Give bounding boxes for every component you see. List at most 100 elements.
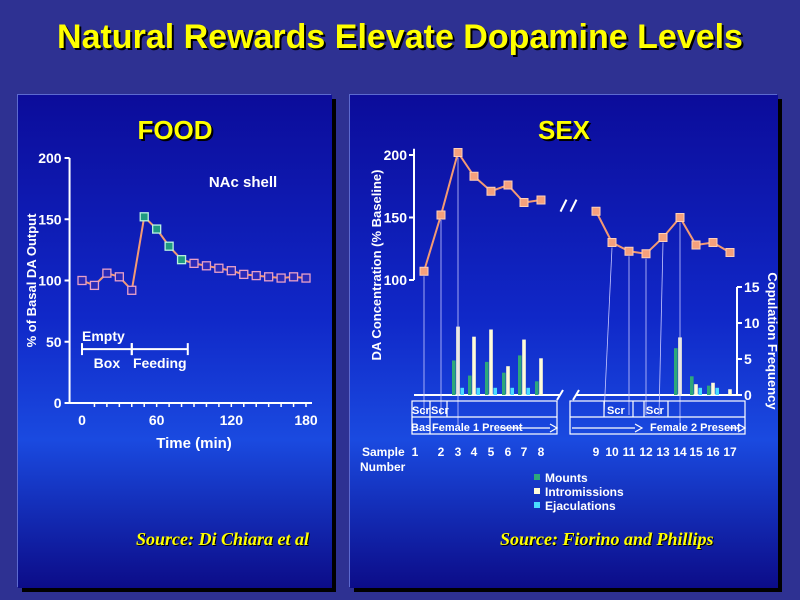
slide-title: Natural Rewards Elevate Dopamine Levels <box>57 18 743 56</box>
food-data-point <box>176 255 187 265</box>
food-x-axis-label: Time (min) <box>156 435 232 452</box>
sex-phase-label: Bas <box>411 422 431 434</box>
sex-da-point <box>624 246 634 256</box>
sex-sample-number: 6 <box>505 445 512 459</box>
sex-bar-intromissions <box>489 329 493 395</box>
sex-axis-break-mark <box>572 389 580 401</box>
food-x-tick-label: 60 <box>149 412 165 428</box>
food-data-point <box>226 266 236 276</box>
food-panel-title: FOOD <box>137 115 213 145</box>
food-data-point <box>276 273 286 283</box>
sex-da-point <box>691 240 701 250</box>
sex-legend-swatch <box>534 502 540 508</box>
sex-da-point <box>658 233 668 242</box>
food-annotation: NAc shell <box>209 174 277 191</box>
sex-line-break-mark <box>569 199 578 213</box>
sex-legend-label: Ejaculations <box>545 499 616 513</box>
sex-bar-ejaculations <box>715 387 719 395</box>
sex-bar-ejaculations <box>698 387 702 395</box>
food-phase-label: Box <box>94 355 121 371</box>
food-data-point <box>77 275 87 286</box>
sex-bar-intromissions <box>728 389 732 395</box>
food-data-point <box>214 263 224 273</box>
food-data-point <box>251 270 261 281</box>
sex-bar-mounts <box>502 372 506 395</box>
sex-y-tick-label: 200 <box>384 147 408 163</box>
sex-sample-number: 1 <box>412 445 419 459</box>
food-y-tick-label: 100 <box>38 273 62 289</box>
sex-y2-tick-label: 15 <box>744 279 760 295</box>
sex-panel-title: SEX <box>537 115 591 145</box>
sex-sample-number: 5 <box>488 445 495 459</box>
sex-bar-mounts <box>485 361 489 395</box>
food-source-note: Source: Di Chiara et al <box>136 529 310 549</box>
sex-y2-tick-label: 10 <box>744 315 760 331</box>
sex-phase-arrowhead <box>549 423 559 433</box>
sex-bar-mounts <box>707 385 711 395</box>
sex-axis-break-mark <box>556 389 564 401</box>
sex-da-point <box>536 195 546 205</box>
sex-bar-ejaculations <box>460 387 464 395</box>
sex-phase-label: Scr <box>431 405 449 417</box>
sex-da-point <box>419 266 429 276</box>
food-chart: 0 50 100 150 200 0 60 120 180 Time (min) % of Basa… <box>24 150 318 452</box>
sex-source-note: Source: Fiorino and Phillips <box>500 529 714 549</box>
sex-connector-line <box>603 247 613 416</box>
sex-bar-ejaculations <box>476 387 480 395</box>
sex-sample-number: 4 <box>471 445 478 459</box>
sex-bar-intromissions <box>506 366 510 395</box>
sex-da-point <box>607 238 617 247</box>
sex-sample-number: 12 <box>639 445 653 459</box>
food-phase-label-top: Empty <box>82 328 125 344</box>
sex-bar-mounts <box>452 360 456 395</box>
sex-da-point <box>453 148 463 157</box>
sex-y-axis-label: DA Concentration (% Baseline) <box>369 170 384 361</box>
sex-phase-label: Scr <box>412 405 430 417</box>
sex-da-point <box>436 210 446 220</box>
sex-sample-number: 3 <box>455 445 462 459</box>
sex-da-point <box>591 206 601 216</box>
sex-chart-panel: SEX 100 150 200 DA Concentration (% Baselin… <box>350 95 778 588</box>
food-y-tick-label: 150 <box>38 211 62 227</box>
sex-sample-number: 14 <box>673 445 687 459</box>
sex-da-point <box>675 213 685 222</box>
food-phase-label: Feeding <box>133 355 187 371</box>
food-data-point <box>152 224 162 234</box>
food-data-point <box>127 285 137 295</box>
food-data-point <box>102 268 112 278</box>
sex-sample-number: 17 <box>723 445 737 459</box>
food-x-tick-label: 180 <box>294 412 318 428</box>
sex-sample-number: 16 <box>706 445 720 459</box>
sex-da-point <box>641 249 651 259</box>
sex-y2-axis-label: Copulation Frequency <box>765 272 778 410</box>
sex-phase-label: Scr <box>607 405 625 417</box>
sex-phase-arrowhead <box>634 423 644 433</box>
sex-bar-mounts <box>535 381 539 395</box>
sex-x-prefix: Sample <box>362 445 405 459</box>
sex-y-tick-label: 100 <box>384 272 408 288</box>
food-data-point <box>288 272 299 282</box>
food-data-point <box>201 261 212 271</box>
sex-sample-number: 8 <box>538 445 545 459</box>
sex-bar-intromissions <box>522 339 526 395</box>
sex-legend-label: Intromissions <box>545 485 624 499</box>
sex-phase-label: Female 2 Present <box>650 422 741 434</box>
sex-da-point <box>519 198 529 207</box>
sex-y-tick-label: 150 <box>384 210 408 226</box>
food-y-tick-label: 0 <box>54 395 62 411</box>
sex-connector-line <box>658 242 664 416</box>
sex-da-point <box>725 248 735 257</box>
sex-da-point <box>469 171 479 181</box>
food-x-tick-label: 0 <box>78 412 86 428</box>
sex-sample-number: 7 <box>521 445 528 459</box>
sex-bar-intromissions <box>472 336 476 395</box>
food-data-point <box>264 272 274 282</box>
sex-bar-mounts <box>674 348 678 395</box>
sex-y2-tick-label: 5 <box>744 351 752 367</box>
food-data-point <box>189 258 199 269</box>
sex-sample-number: 10 <box>605 445 619 459</box>
sex-bar-intromissions <box>539 358 543 395</box>
sex-sample-number: 11 <box>623 445 636 459</box>
